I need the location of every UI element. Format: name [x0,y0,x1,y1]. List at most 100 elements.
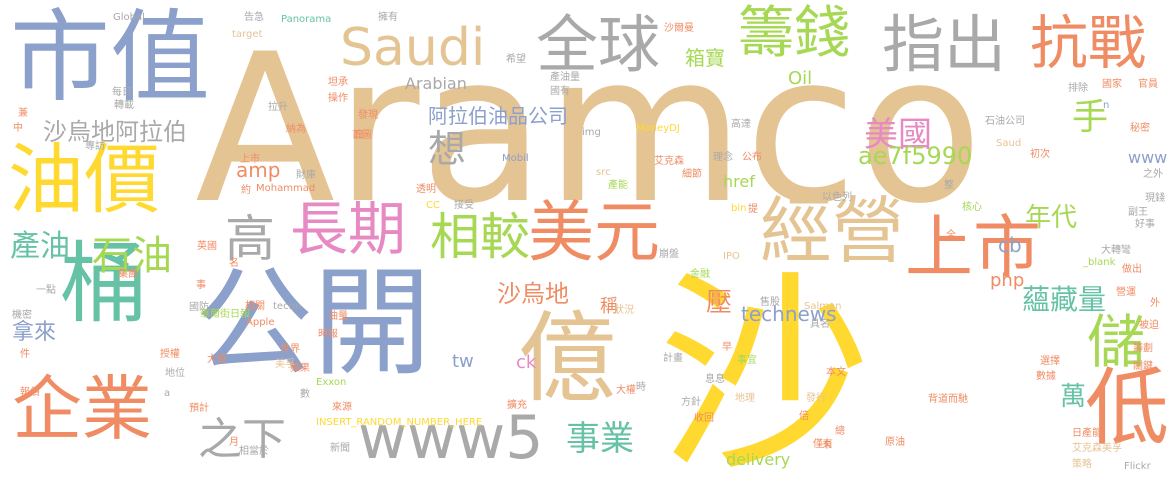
cloud-word: 儲 [1087,308,1146,376]
cloud-word: 高達 [731,119,751,130]
cloud-word: 產油 [10,229,70,264]
cloud-word: _blank [1083,257,1116,268]
cloud-word: www5 [358,403,544,473]
cloud-word: 收回 [694,413,714,424]
cloud-word: 事 [196,280,206,291]
cloud-word: 艾克森 [654,156,684,167]
cloud-word: ae7f5990 [858,142,973,170]
cloud-word: 首圖 [352,130,372,141]
cloud-word: 年代 [1025,203,1078,233]
cloud-word: 指出 [882,8,1007,81]
cloud-word: 具名 [810,319,830,330]
cloud-word: n [1103,100,1110,111]
cloud-word: 中 [13,123,23,134]
cloud-word: 月 [229,437,239,448]
cloud-word: Panorama [281,14,332,25]
cloud-word: 沙爾曼 [664,23,694,34]
cloud-word: 油價 [8,135,160,224]
cloud-word: a [164,388,171,399]
cloud-word: 早 [722,342,732,353]
cloud-word: INSERT_RANDOM_NUMBER_HERE [316,417,483,428]
cloud-word: 經營 [760,189,905,273]
cloud-word: 來源 [332,402,352,413]
cloud-word: 油量 [328,311,348,322]
cloud-word: 長期 [290,195,407,263]
cloud-word: 名 [229,258,239,269]
cloud-word: 時 [636,382,646,393]
cloud-word: 約 [241,185,251,196]
cloud-word: 發行 [806,393,826,404]
cloud-word: 擁有 [378,12,398,23]
cloud-word: 抗戰 [1030,9,1147,77]
cloud-word: 提 [748,204,758,215]
cloud-word: 財庫 [296,170,316,181]
cloud-word: MoneyDJ [636,123,680,134]
cloud-word: 僅有 [813,439,833,450]
cloud-word: 產能 [608,180,628,191]
cloud-word: 關鍵 [1133,361,1153,372]
cloud-word: 大臣 [207,354,227,365]
cloud-word: 拿來 [12,320,57,345]
cloud-word: target [232,29,263,40]
cloud-word: 營運 [1116,287,1136,298]
cloud-word: 公布 [742,152,762,163]
cloud-word: delivery [726,450,791,469]
cloud-word: 全球 [536,8,661,81]
cloud-word: 全 [946,230,956,241]
cloud-word: 理念 [713,152,733,163]
cloud-word: 相較 [430,208,530,266]
cloud-word: 原油 [885,437,905,448]
cloud-word: Mohammad [256,183,316,194]
cloud-word: 手 [1072,97,1109,138]
cloud-word: src [596,167,611,178]
cloud-word: ck [516,352,537,373]
cloud-word: Apple [246,317,275,328]
cloud-word: tw [452,351,474,372]
cloud-word: 專訪 [85,141,105,152]
cloud-word: 總 [835,426,845,437]
cloud-word: 操作 [328,93,348,104]
cloud-word: 官員 [1138,79,1158,90]
cloud-word: 壓 [706,288,733,318]
cloud-word: 件 [20,349,30,360]
cloud-word: 世界 [280,344,300,355]
cloud-word: CC [426,200,440,211]
cloud-word: 籌錢 [738,1,850,66]
cloud-word: 之外 [1143,169,1163,180]
cloud-word: 相關 [245,301,265,312]
cloud-word: 發現 [358,110,378,121]
cloud-word: 整 [944,180,954,191]
cloud-word: 策略 [1072,459,1092,470]
cloud-word: cb [998,233,1022,257]
cloud-word: 未 [822,440,832,451]
cloud-word: 做出 [1122,264,1142,275]
cloud-word: 擴充 [507,400,527,411]
cloud-word: 之下 [198,414,286,465]
cloud-word: 授權 [160,349,180,360]
cloud-word: 新聞 [330,443,350,454]
cloud-word: 數據 [1036,371,1056,382]
cloud-word: 轉載 [114,100,134,111]
cloud-word: 華爾街日報 [200,309,250,320]
cloud-word: 背道而馳 [928,394,968,405]
cloud-word: Saudi [340,18,486,78]
cloud-word: 以色列 [822,192,852,203]
cloud-word: 被迫 [1139,320,1159,331]
cloud-word: 初次 [1030,149,1050,160]
cloud-word: 英國 [197,241,217,252]
cloud-word: Flickr [1124,461,1151,472]
cloud-word: Global [113,12,145,23]
cloud-word: 國防 [189,302,209,313]
cloud-word: 狀況 [614,305,634,316]
cloud-word: 美孚 [275,359,295,370]
cloud-word: 桶 [60,232,149,335]
cloud-word: 上市 [905,209,1042,288]
cloud-word: 坦承 [328,77,348,88]
cloud-word: 石油公司 [985,116,1025,127]
cloud-word: 秘密 [1130,123,1150,134]
cloud-word: 石油 [92,233,172,279]
cloud-word: 事宜 [737,355,757,366]
cloud-word: 美國 [864,115,932,155]
cloud-word: 箱寶 [685,46,725,70]
cloud-word: 售股 [760,297,780,308]
